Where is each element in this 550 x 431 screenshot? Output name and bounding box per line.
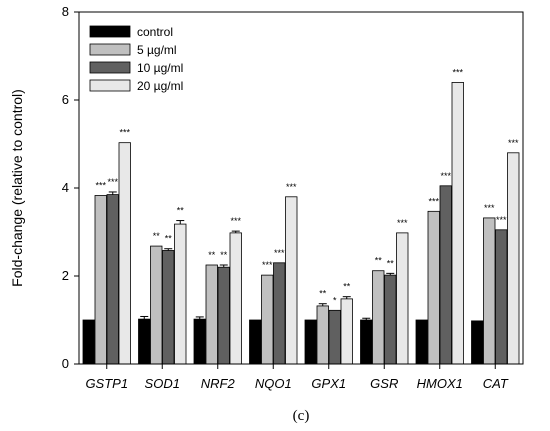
significance-label: *** [107,177,118,187]
significance-label: *** [508,138,519,148]
significance-label: *** [119,128,130,138]
legend: control 5 µg/ml 10 µg/ml 20 µg/ml [89,25,183,93]
bar [471,320,484,365]
significance-label: ** [319,289,327,299]
bar [316,305,329,365]
bar [193,318,206,365]
bar [118,142,131,365]
bar [94,195,107,365]
significance-label: *** [230,216,241,226]
bar [138,318,151,365]
significance-label: *** [262,260,273,270]
bar [174,223,187,365]
x-axis: GSTP1 SOD1 NRF2 NQO1 GPX1 GSR HMOX1 CAT [85,364,509,391]
significance-label: * [333,295,337,305]
significance-label: ** [208,250,216,260]
bar [82,319,95,365]
significance-label: ** [165,234,173,244]
legend-label: 20 µg/ml [137,79,183,93]
significance-label: ** [220,250,228,260]
legend-swatch [89,79,131,92]
x-tick-label: HMOX1 [417,376,463,391]
legend-label: 10 µg/ml [137,61,183,75]
bar [360,319,373,365]
x-tick-label: NRF2 [201,376,236,391]
x-tick-label: GSR [370,376,398,391]
x-tick-label: SOD1 [145,376,180,391]
bar [384,274,397,365]
bar [304,319,317,365]
legend-swatch [89,61,131,74]
bar [285,196,298,365]
bar [261,274,274,365]
significance-label: *** [452,67,463,77]
legend-label: control [137,25,173,39]
y-axis-title: Fold-change (relative to control) [9,89,25,287]
significance-label: ** [375,256,383,266]
significance-label: ** [387,258,395,268]
significance-label: *** [286,182,297,192]
bar [162,250,175,365]
x-tick-label: GSTP1 [85,376,128,391]
bar [439,185,452,365]
legend-swatch [89,25,131,38]
legend-label: 5 µg/ml [137,43,177,57]
significance-label: ** [153,231,161,241]
bar [249,319,262,365]
bar [340,298,353,365]
significance-label: *** [274,248,285,258]
significance-label: *** [496,215,507,225]
bar [427,210,440,365]
x-tick-label: CAT [483,376,509,391]
legend-swatch [89,43,131,56]
x-tick-label: NQO1 [255,376,292,391]
significance-label: *** [428,196,439,206]
y-tick-label: 6 [62,92,69,107]
bar [495,229,508,365]
significance-label: *** [440,171,451,181]
bar [483,217,496,365]
significance-label: ** [343,282,351,292]
y-tick-label: 0 [62,356,69,371]
plot-frame [78,11,524,365]
bar [273,262,286,365]
panel-label: (c) [293,408,310,424]
bar [396,232,409,365]
bar [415,319,428,365]
bar [372,270,385,365]
bar [328,309,341,365]
bar [507,152,520,365]
significance-label: *** [484,203,495,213]
y-tick-label: 8 [62,4,69,19]
bar [106,194,119,365]
bar [205,264,218,365]
bar-groups: *** ******** ****** ********************* **… [82,67,520,365]
x-tick-label: GPX1 [311,376,346,391]
bar [229,232,242,365]
bar [451,82,464,365]
bar [217,266,230,365]
y-tick-label: 2 [62,268,69,283]
bar [150,245,163,365]
significance-label: ** [177,206,185,216]
significance-label: *** [397,218,408,228]
y-tick-label: 4 [62,180,69,195]
y-axis: 0 2 4 6 8 [62,4,79,371]
significance-label: *** [95,180,106,190]
